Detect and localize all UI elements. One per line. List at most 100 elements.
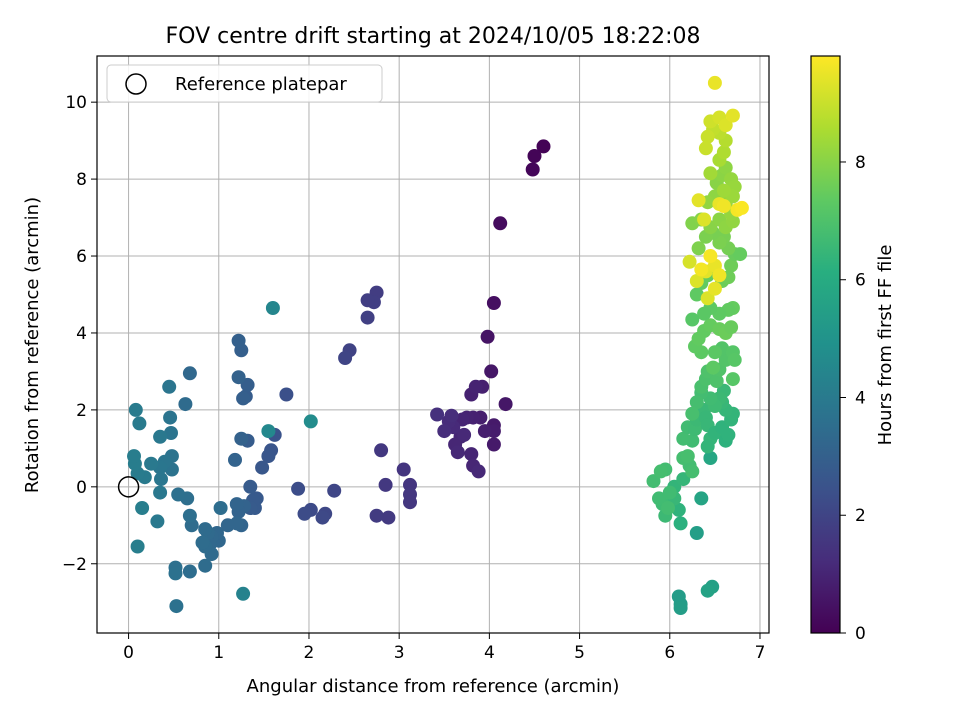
colorbar-tick-label: 2: [855, 506, 866, 526]
scatter-point: [153, 429, 168, 444]
reference-platepar-point: [117, 476, 140, 498]
scatter-point: [231, 370, 246, 385]
scatter-point: [685, 312, 700, 327]
y-tick-label: 8: [76, 170, 87, 190]
scatter-point: [178, 397, 193, 412]
colorbar-tick-label: 0: [855, 624, 866, 644]
scatter-point: [444, 408, 459, 423]
x-tick-label: 2: [304, 643, 315, 663]
legend-entry-label: Reference platepar: [175, 74, 347, 95]
y-tick-label: 10: [65, 93, 87, 113]
scatter-point: [725, 372, 740, 387]
scatter-point: [243, 479, 258, 494]
scatter-point: [153, 485, 168, 500]
x-tick-label: 5: [574, 643, 585, 663]
scatter-point: [236, 586, 251, 601]
scatter-point: [727, 352, 742, 367]
scatter-point: [682, 254, 697, 269]
scatter-point: [498, 397, 513, 412]
scatter-point: [229, 497, 244, 512]
scatter-point: [700, 129, 715, 144]
scatter-point: [716, 199, 731, 213]
scatter-point: [378, 477, 393, 492]
scatter-point: [707, 281, 722, 296]
scatter-point: [480, 329, 495, 344]
colorbar: 0 2 4 6 8 Hours from first FF file: [810, 55, 896, 644]
scatter-point: [698, 141, 713, 156]
scatter-point: [164, 426, 178, 440]
colorbar-tick-label: 4: [855, 388, 866, 408]
y-tick-label: 4: [76, 324, 87, 344]
scatter-point: [707, 75, 722, 90]
scatter-point: [297, 506, 312, 521]
scatter-point: [360, 310, 375, 325]
scatter-point: [403, 495, 417, 510]
x-tick-label: 1: [213, 643, 224, 663]
scatter-point: [255, 460, 270, 475]
scatter-point: [691, 193, 706, 208]
scatter-point: [163, 410, 178, 425]
scatter-point: [231, 333, 246, 348]
legend-box: [106, 64, 383, 103]
y-tick-label: 6: [76, 247, 87, 267]
scatter-point: [716, 183, 731, 198]
plot-frame: [96, 55, 770, 634]
scatter-point: [381, 510, 396, 525]
scatter-point: [691, 241, 706, 256]
scatter-point: [486, 296, 501, 310]
scatter-point: [712, 268, 727, 283]
scatter-point: [536, 139, 551, 154]
scatter-point: [450, 445, 465, 460]
colorbar-tick-label: 6: [855, 271, 866, 291]
scatter-point: [716, 145, 731, 160]
scatter-point: [694, 262, 709, 277]
scatter-point: [291, 481, 306, 496]
scatter-point: [236, 391, 251, 406]
scatter-point: [369, 508, 384, 523]
scatter-points: [127, 75, 749, 615]
scatter-point: [671, 502, 686, 517]
scatter-point: [171, 487, 186, 502]
scatter-point: [703, 166, 718, 181]
scatter-point: [718, 118, 733, 133]
scatter-point: [709, 374, 724, 388]
scatter-point: [234, 431, 249, 446]
scatter-point: [261, 449, 276, 464]
scatter-point: [661, 501, 675, 515]
scatter-point: [135, 501, 150, 515]
scatter-point: [265, 301, 280, 315]
x-axis-label: Angular distance from reference (arcmin): [247, 676, 620, 697]
x-tick-label: 6: [664, 643, 675, 663]
scatter-point: [150, 514, 165, 529]
scatter-point: [228, 452, 242, 467]
scatter-point: [168, 566, 183, 581]
legend: Reference platepar: [106, 64, 383, 103]
scatter-point: [315, 510, 330, 525]
scatter-point: [464, 447, 479, 462]
scatter-point: [527, 149, 542, 163]
scatter-point: [700, 583, 715, 598]
scatter-point: [694, 491, 709, 506]
scatter-point: [182, 366, 197, 381]
scatter-point: [144, 456, 159, 471]
scatter-point: [374, 443, 389, 458]
scatter-point: [725, 108, 740, 123]
scatter-point: [198, 558, 213, 573]
x-tick-label: 0: [123, 643, 134, 663]
scatter-point: [403, 477, 417, 492]
colorbar-label: Hours from first FF file: [875, 245, 896, 446]
scatter-point: [734, 200, 749, 215]
scatter-point: [689, 395, 704, 410]
scatter-point: [182, 564, 197, 579]
scatter-point: [486, 437, 501, 452]
scatter-point: [724, 258, 739, 273]
scatter-point: [195, 535, 210, 550]
scatter-point: [457, 427, 472, 442]
colorbar-gradient: [810, 55, 841, 634]
x-axis-ticks: 0 1 2 3 4 5 6 7: [123, 633, 765, 663]
scatter-point: [162, 379, 177, 394]
colorbar-ticks: 0 2 4 6 8: [840, 153, 866, 644]
scatter-point: [700, 291, 715, 306]
scatter-point: [213, 501, 228, 515]
chart-title: FOV centre drift starting at 2024/10/05 …: [166, 24, 701, 49]
